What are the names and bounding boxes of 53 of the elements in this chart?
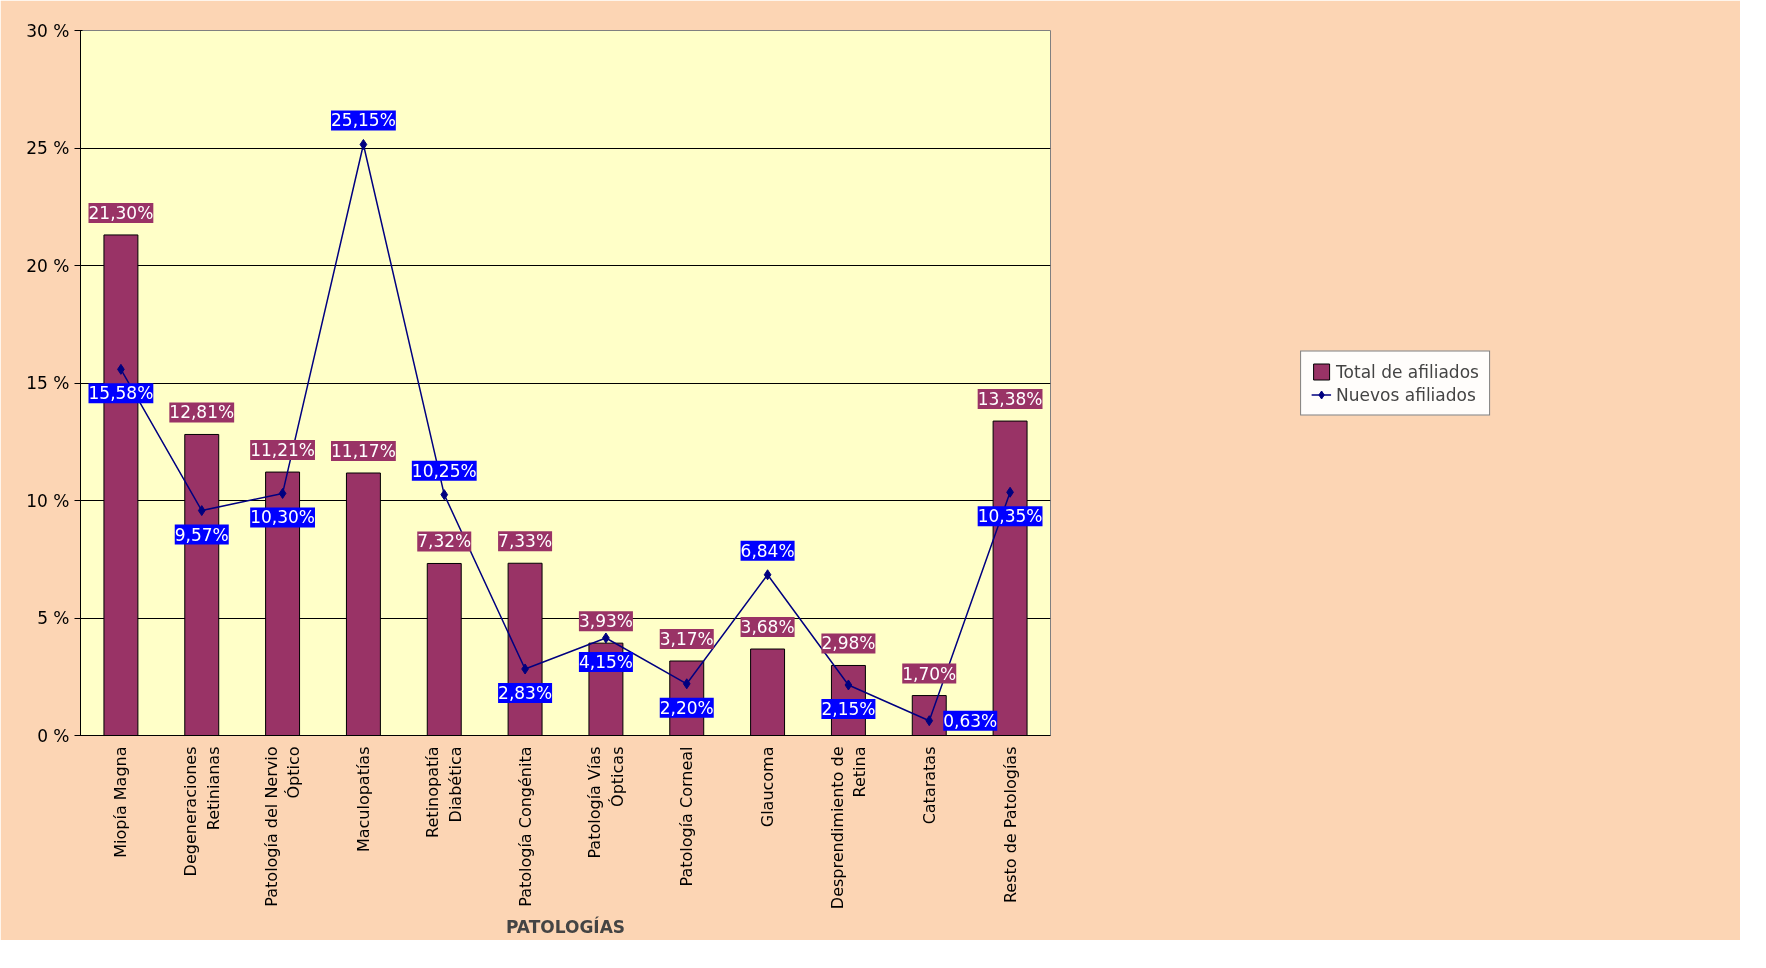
x-tick-label: Patología Corneal [677,746,697,887]
data-label: 13,38% [977,389,1043,410]
x-tick-label: Miopía Magna [111,746,131,858]
data-label: 1,70% [902,663,957,684]
data-label: 7,33% [498,531,553,552]
legend-label: Total de afiliados [1336,361,1479,381]
data-label: 10,25% [411,460,477,481]
data-label: 11,21% [250,440,315,461]
x-tick-label: Desprendimiento de Retina [827,746,870,910]
data-label: 6,84% [740,540,795,561]
y-tick-label: 15 % [26,373,70,393]
data-label: 11,17% [331,441,396,462]
x-tick-label: Maculopatías [353,746,373,853]
y-tick-label: 5 % [37,608,70,628]
data-label: 7,32% [417,531,472,552]
data-label: 4,15% [578,651,633,672]
x-tick-label: Retinopatía Diabética [423,746,466,838]
x-tick-label: Patología Congénita [515,746,535,907]
y-tick-label: 25 % [26,138,70,158]
point [440,489,449,501]
data-label: 9,57% [174,524,229,545]
point [278,487,287,499]
data-label: 3,68% [740,617,795,638]
data-label: 2,83% [498,682,553,703]
y-tick-label: 30 % [26,20,70,41]
data-label: 2,20% [659,697,714,718]
data-label: 2,15% [821,698,876,719]
legend-label: Nuevos afiliados [1336,384,1476,404]
data-label: 12,81% [169,402,235,423]
x-axis-title: PATOLOGÍAS [505,916,626,938]
point [682,678,691,690]
x-tick-label: Resto de Patologías [1000,746,1020,904]
data-label: 10,35% [977,506,1043,527]
data-label: 10,30% [250,507,315,528]
data-label: 25,15% [331,110,396,131]
x-tick-label: Cataratas [919,746,939,825]
data-label: 3,93% [578,611,633,632]
data-label: 0,63% [943,710,998,731]
point [197,505,206,517]
point [359,138,368,150]
data-label: 21,30% [88,202,154,223]
data-label: 15,58% [88,383,154,404]
x-tick-label: Patología del Nervio Óptico [261,746,304,907]
point [763,569,772,581]
y-tick-label: 10 % [26,490,70,511]
point [844,679,853,691]
x-tick-label: Degeneraciones Retinianas [180,746,223,877]
y-tick-label: 0 % [37,725,70,746]
data-label: 3,17% [659,629,714,650]
x-tick-label: Patología Vías Ópticas [585,746,627,859]
x-tick-label: Glaucoma [758,746,778,828]
data-label: 2,98% [821,633,876,654]
y-tick-label: 20 % [26,255,70,276]
